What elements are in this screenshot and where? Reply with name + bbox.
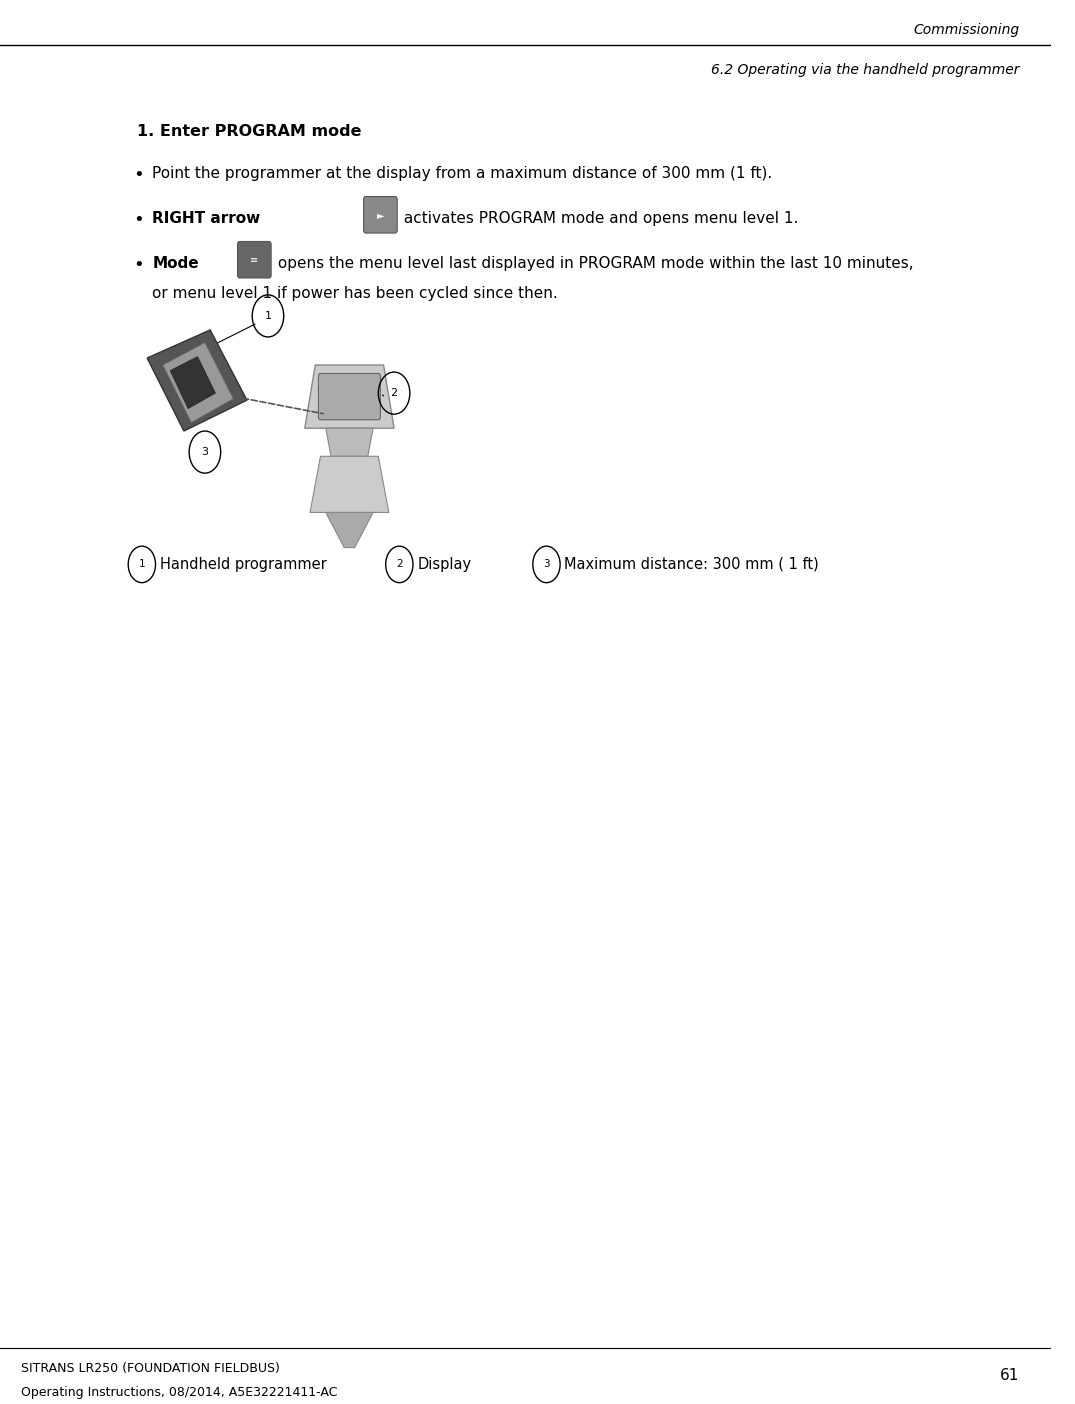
Text: •: • [133,256,144,274]
Polygon shape [326,512,373,548]
Polygon shape [170,357,215,409]
Text: Operating Instructions, 08/2014, A5E32221411-AC: Operating Instructions, 08/2014, A5E3222… [22,1386,338,1398]
Text: ≡: ≡ [250,254,258,265]
Text: ►: ► [376,209,384,220]
Polygon shape [326,428,373,456]
Text: 1. Enter PROGRAM mode: 1. Enter PROGRAM mode [137,124,361,139]
Text: •: • [133,211,144,229]
Text: 1: 1 [139,559,145,570]
Polygon shape [304,365,395,428]
Text: activates PROGRAM mode and opens menu level 1.: activates PROGRAM mode and opens menu le… [399,211,799,226]
Text: Handheld programmer: Handheld programmer [160,557,327,571]
Text: Display: Display [417,557,471,571]
Polygon shape [163,343,233,423]
Text: Commissioning: Commissioning [914,22,1019,37]
Text: opens the menu level last displayed in PROGRAM mode within the last 10 minutes,: opens the menu level last displayed in P… [273,256,914,271]
Text: 61: 61 [1000,1369,1019,1383]
Text: 1: 1 [264,310,272,322]
Polygon shape [310,456,389,512]
Text: SITRANS LR250 (FOUNDATION FIELDBUS): SITRANS LR250 (FOUNDATION FIELDBUS) [22,1362,280,1375]
Text: Mode: Mode [153,256,199,271]
FancyBboxPatch shape [318,373,381,420]
Polygon shape [147,330,247,431]
FancyBboxPatch shape [363,197,398,233]
Text: Point the programmer at the display from a maximum distance of 300 mm (1 ft).: Point the programmer at the display from… [153,166,773,181]
Text: 2: 2 [396,559,403,570]
Text: •: • [133,166,144,184]
Text: Maximum distance: 300 mm ( 1 ft): Maximum distance: 300 mm ( 1 ft) [564,557,819,571]
FancyBboxPatch shape [238,241,271,278]
Text: 6.2 Operating via the handheld programmer: 6.2 Operating via the handheld programme… [711,63,1019,77]
Text: or menu level 1 if power has been cycled since then.: or menu level 1 if power has been cycled… [153,286,558,302]
Text: 2: 2 [390,388,398,399]
Text: 3: 3 [201,446,209,458]
Text: RIGHT arrow: RIGHT arrow [153,211,260,226]
Text: 3: 3 [543,559,549,570]
